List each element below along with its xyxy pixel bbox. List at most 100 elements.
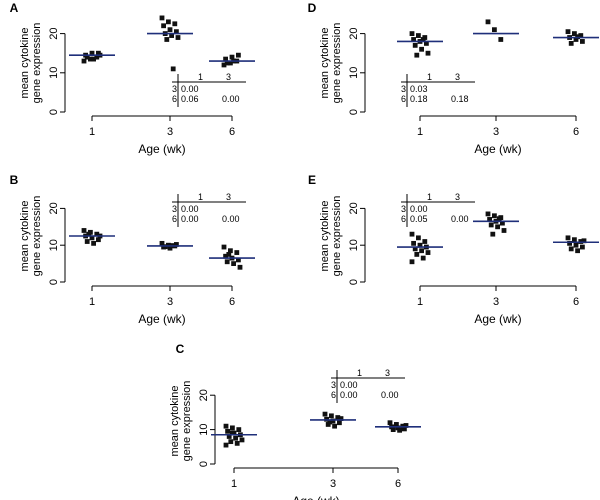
data-point: [581, 238, 587, 244]
data-point: [409, 31, 415, 36]
data-point: [327, 419, 333, 425]
y-tick-label: 20: [348, 202, 360, 214]
table-col-header: 3: [455, 192, 460, 202]
x-tick-label: 3: [167, 126, 173, 138]
x-tick-label: 3: [493, 296, 499, 308]
table-row-label: 3: [172, 84, 177, 94]
x-tick-label: 1: [89, 126, 95, 138]
data-point: [330, 418, 336, 424]
data-point: [500, 220, 505, 226]
data-point: [419, 46, 424, 52]
table-cell: 0.00: [181, 84, 199, 94]
y-axis-label-line1: mean cytokine: [319, 28, 331, 99]
data-point: [565, 235, 571, 241]
data-point: [572, 237, 577, 243]
x-tick-label: 3: [330, 478, 336, 490]
data-point: [228, 439, 234, 445]
data-point: [223, 56, 228, 62]
data-point: [226, 434, 232, 439]
table-row-label: 6: [401, 94, 406, 104]
data-point: [169, 33, 174, 38]
data-point: [236, 52, 241, 58]
data-point: [422, 239, 428, 244]
y-tick-label: 0: [48, 109, 60, 115]
data-point: [223, 423, 229, 429]
data-point: [424, 41, 429, 46]
y-axis-label-line1: mean cytokine: [319, 201, 331, 272]
panel-label: D: [308, 1, 317, 15]
data-point: [322, 411, 328, 417]
data-point: [495, 224, 500, 230]
table-col-header: 3: [385, 368, 390, 378]
table-row-label: 3: [331, 380, 336, 390]
data-point: [572, 31, 577, 36]
data-point: [94, 54, 100, 60]
panel-label: E: [308, 173, 316, 187]
data-point: [485, 19, 491, 25]
data-point: [161, 23, 166, 29]
x-axis-label: Age (wk): [138, 142, 185, 156]
data-point: [170, 66, 176, 72]
data-point: [81, 228, 87, 233]
data-point: [172, 21, 178, 27]
table-row-label: 6: [172, 214, 177, 224]
data-point: [573, 242, 579, 248]
panel-label: A: [10, 1, 19, 15]
table-row-label: 6: [172, 94, 177, 104]
x-axis-label: Age (wk): [292, 494, 339, 500]
table-row-label: 6: [401, 214, 406, 224]
table-row-label: 6: [331, 390, 336, 400]
data-point: [84, 54, 90, 60]
data-point: [230, 430, 235, 436]
data-point: [395, 425, 401, 431]
data-point: [231, 261, 236, 266]
data-point: [164, 37, 170, 42]
data-point: [411, 37, 416, 42]
data-point: [390, 427, 396, 432]
data-point: [225, 428, 230, 434]
data-point: [338, 416, 344, 421]
data-point: [159, 15, 165, 21]
data-point: [89, 235, 95, 241]
data-point: [425, 250, 431, 255]
table-cell: 0.18: [410, 94, 428, 104]
y-tick-label: 0: [348, 279, 360, 285]
data-point: [234, 250, 240, 255]
x-tick-label: 3: [493, 126, 499, 138]
data-point: [580, 244, 585, 250]
data-point: [167, 245, 173, 251]
data-point: [89, 50, 95, 56]
data-point: [84, 239, 90, 244]
y-axis-label-line1: mean cytokine: [19, 201, 31, 272]
data-point: [417, 242, 423, 248]
table-row-label: 3: [172, 204, 177, 214]
data-point: [94, 231, 100, 237]
y-tick-label: 20: [348, 27, 360, 39]
data-point: [501, 228, 507, 233]
table-cell: 0.06: [181, 94, 199, 104]
x-axis-label: Age (wk): [474, 312, 521, 326]
y-axis-label-line2: gene expression: [331, 23, 343, 104]
data-point: [403, 423, 409, 428]
x-tick-label: 6: [229, 296, 235, 308]
x-axis-label: Age (wk): [138, 312, 185, 326]
y-tick-label: 20: [48, 202, 60, 214]
data-point: [230, 425, 235, 431]
data-point: [223, 253, 228, 259]
x-tick-label: 6: [573, 296, 579, 308]
data-point: [166, 19, 171, 25]
data-point: [236, 427, 242, 432]
data-point: [325, 422, 331, 427]
x-tick-label: 1: [417, 126, 423, 138]
data-point: [228, 60, 233, 66]
data-point: [397, 427, 402, 433]
table-col-header: 3: [455, 72, 460, 82]
data-point: [174, 29, 179, 35]
data-point: [578, 33, 584, 38]
table-cell: 0.00: [451, 214, 469, 224]
data-point: [234, 440, 240, 446]
table-cell: 0.05: [410, 214, 428, 224]
data-point: [332, 423, 337, 429]
